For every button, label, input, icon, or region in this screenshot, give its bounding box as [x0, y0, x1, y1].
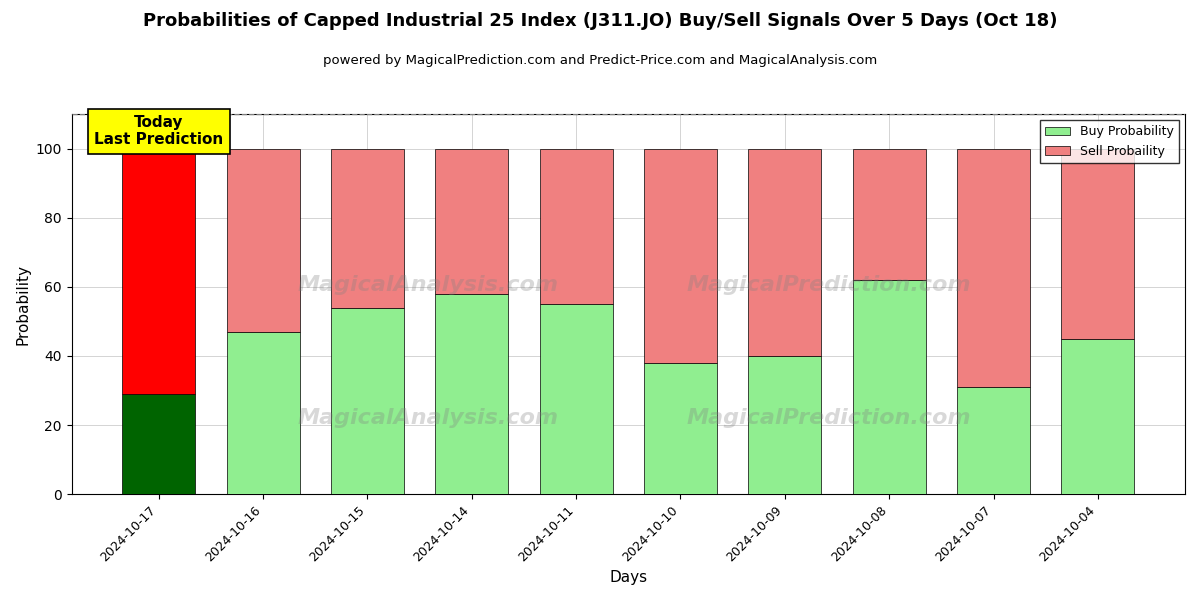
- Bar: [749, 356, 821, 494]
- Y-axis label: Probability: Probability: [16, 263, 30, 344]
- Bar: [853, 280, 925, 494]
- Legend: Buy Probability, Sell Probaility: Buy Probability, Sell Probaility: [1040, 120, 1178, 163]
- Bar: [644, 149, 718, 363]
- Bar: [958, 149, 1030, 387]
- Bar: [958, 387, 1030, 494]
- Text: MagicalAnalysis.com: MagicalAnalysis.com: [298, 275, 558, 295]
- Bar: [644, 363, 718, 494]
- Bar: [1061, 149, 1134, 339]
- Bar: [122, 149, 196, 394]
- Bar: [436, 149, 509, 294]
- Bar: [227, 149, 300, 332]
- Text: powered by MagicalPrediction.com and Predict-Price.com and MagicalAnalysis.com: powered by MagicalPrediction.com and Pre…: [323, 54, 877, 67]
- Bar: [331, 149, 404, 308]
- Bar: [540, 304, 613, 494]
- X-axis label: Days: Days: [610, 570, 647, 585]
- Bar: [540, 149, 613, 304]
- Bar: [853, 149, 925, 280]
- Text: Probabilities of Capped Industrial 25 Index (J311.JO) Buy/Sell Signals Over 5 Da: Probabilities of Capped Industrial 25 In…: [143, 12, 1057, 30]
- Text: Today
Last Prediction: Today Last Prediction: [94, 115, 223, 148]
- Text: MagicalPrediction.com: MagicalPrediction.com: [686, 408, 971, 428]
- Bar: [749, 149, 821, 356]
- Bar: [227, 332, 300, 494]
- Text: MagicalAnalysis.com: MagicalAnalysis.com: [298, 408, 558, 428]
- Bar: [436, 294, 509, 494]
- Text: MagicalPrediction.com: MagicalPrediction.com: [686, 275, 971, 295]
- Bar: [331, 308, 404, 494]
- Bar: [1061, 339, 1134, 494]
- Bar: [122, 394, 196, 494]
